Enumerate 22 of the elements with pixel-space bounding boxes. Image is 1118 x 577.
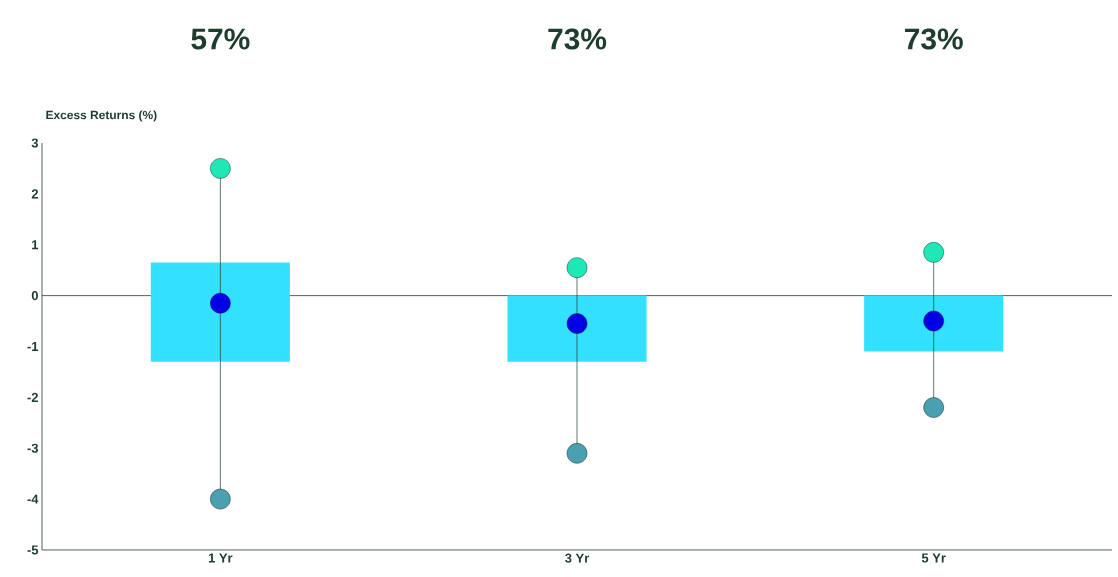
point [210,488,231,510]
y-tick-label: -5 [27,545,39,555]
y-axis-title: Excess Returns (%) [46,110,157,122]
y-tick-label: -3 [27,443,39,453]
x-tick-label: 1 Yr [208,553,233,563]
point [566,443,588,464]
y-tick-label: -1 [27,342,39,351]
x-tick-label: 5 Yr [921,553,946,563]
y-tick-label: 0 [31,291,38,301]
point [923,242,944,263]
y-tick-label: -2 [27,392,38,402]
y-tick-label: 3 [31,138,39,148]
x-tick-label: 3 Yr [565,553,590,563]
text: 73% [905,28,963,50]
point [210,158,231,179]
y-tick-label: -4 [27,494,39,504]
text: 73% [548,28,607,50]
text: 57% [191,28,250,50]
y-tick-label: 1 [32,240,39,250]
point [566,257,588,278]
y-tick-label: 2 [31,189,38,199]
point [923,397,944,418]
